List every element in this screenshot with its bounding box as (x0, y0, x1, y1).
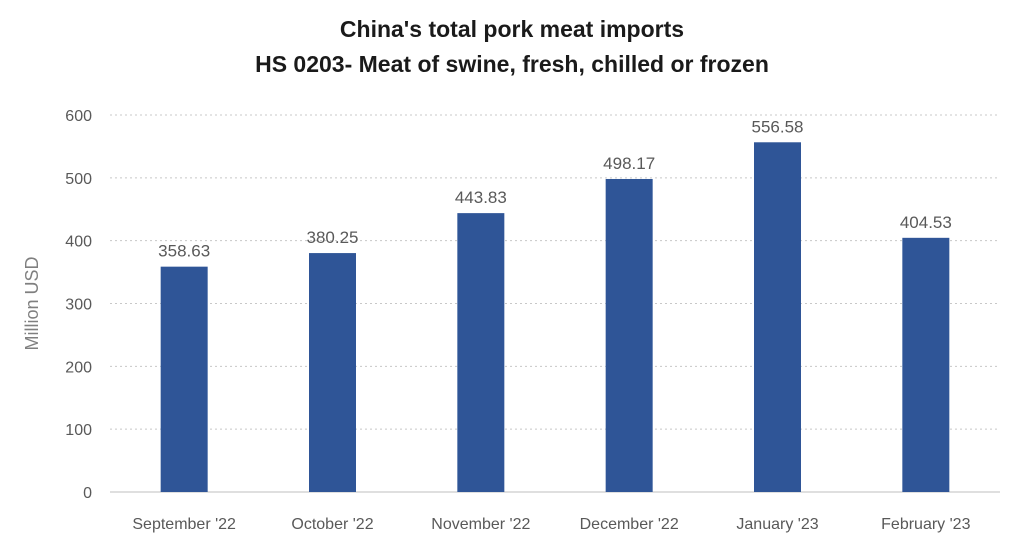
y-tick-label: 0 (83, 485, 92, 502)
x-tick-label: December '22 (580, 516, 679, 533)
data-label: 404.53 (900, 213, 952, 232)
bar (309, 253, 356, 492)
bar (160, 266, 208, 492)
y-axis-title: Million USD (22, 256, 42, 350)
x-tick-label: October '22 (291, 516, 373, 533)
x-tick-label: February '23 (881, 516, 970, 533)
y-tick-label: 300 (65, 297, 92, 314)
y-tick-label: 600 (65, 108, 92, 125)
y-tick-label: 400 (65, 234, 92, 251)
x-tick-label: January '23 (736, 516, 818, 533)
x-tick-label: September '22 (132, 516, 236, 533)
chart-subtitle: HS 0203- Meat of swine, fresh, chilled o… (255, 51, 769, 77)
bar (605, 178, 653, 492)
data-label: 556.58 (752, 117, 804, 136)
bar (902, 237, 950, 492)
y-tick-label: 500 (65, 171, 92, 188)
bar (754, 142, 801, 492)
data-label: 358.63 (158, 242, 210, 261)
data-label: 498.17 (603, 154, 655, 173)
y-tick-label: 100 (65, 422, 92, 439)
chart-title: China's total pork meat imports (339, 16, 685, 42)
bar (457, 213, 505, 492)
y-tick-label: 200 (65, 359, 92, 376)
data-label: 380.25 (307, 228, 359, 247)
data-label: 443.83 (455, 188, 507, 207)
x-tick-label: November '22 (431, 516, 530, 533)
